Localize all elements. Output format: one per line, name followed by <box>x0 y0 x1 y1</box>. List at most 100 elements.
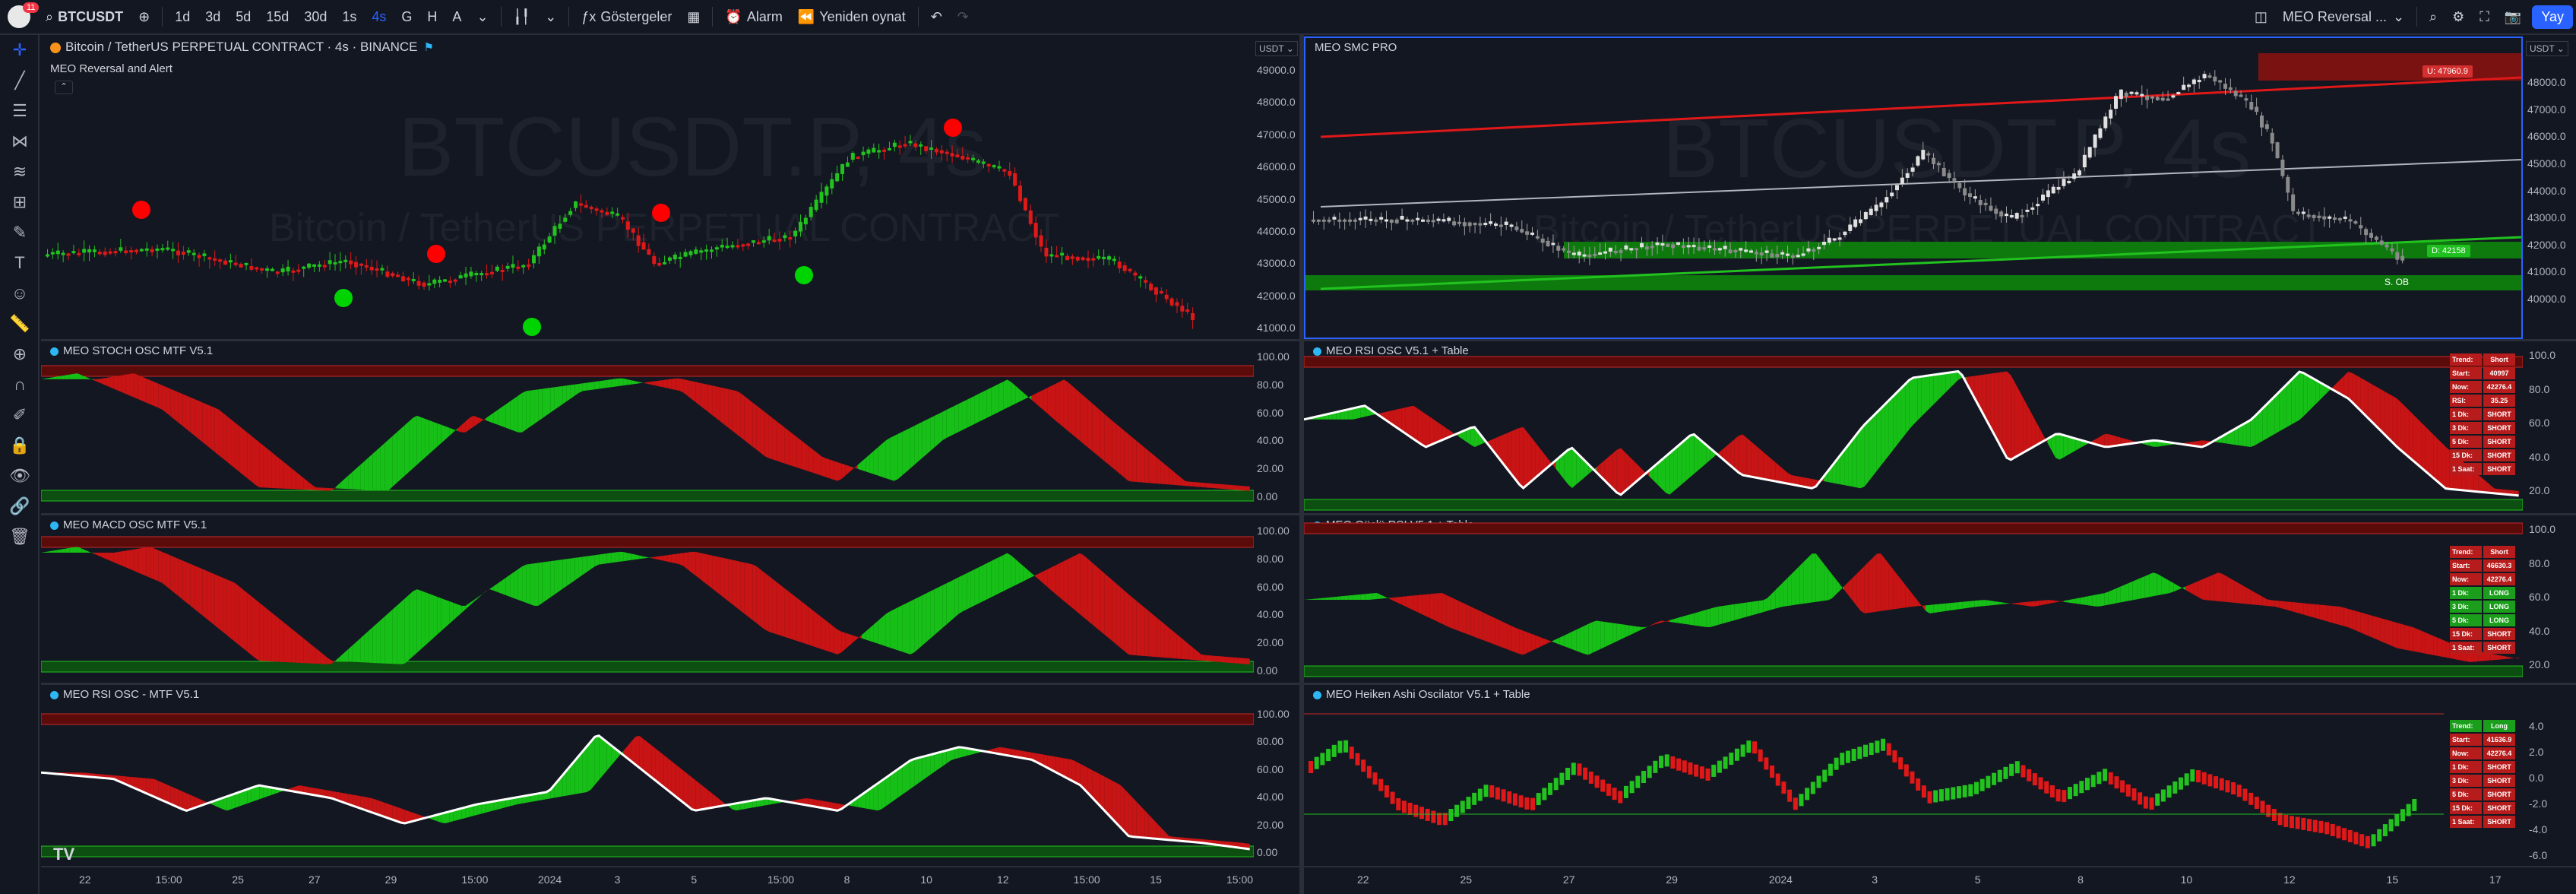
link-icon[interactable]: 🔗 <box>9 496 30 515</box>
interval-H[interactable]: H <box>427 8 438 24</box>
pen-icon[interactable]: ✎ <box>12 223 27 242</box>
right-price-axis[interactable]: USDT ⌄ 48000.0 47000.0 46000.0 45000.0 44000… <box>2523 36 2576 339</box>
zoom-icon[interactable]: ⊕ <box>12 344 27 363</box>
projection-icon[interactable]: ⊞ <box>12 192 27 211</box>
osc-fill <box>1348 408 1353 420</box>
ha-candle <box>1816 775 1821 788</box>
candle <box>400 276 405 282</box>
osc-fill <box>380 617 385 664</box>
interval-G[interactable]: G <box>401 8 413 24</box>
tradingview-logo[interactable]: TV <box>53 845 75 864</box>
heiken-ashi-axis[interactable]: 4.0 2.0 0.0 -2.0 -4.0 -6.0 <box>2523 685 2576 866</box>
stoch-osc-pane[interactable]: MEO STOCH OSC MTF V5.1 <box>41 341 1254 513</box>
osc-fill <box>679 378 684 393</box>
table-row: 1 Dk: LONG <box>2450 587 2515 599</box>
candle <box>1593 253 1597 256</box>
strong-rsi-axis[interactable]: 100.0 80.0 60.0 40.0 20.0 <box>2523 515 2576 683</box>
osc-fill <box>1739 603 1743 620</box>
osc-fill <box>594 381 600 390</box>
compare-button[interactable]: ⊕ <box>131 0 157 34</box>
interval-3d[interactable]: 3d <box>205 8 221 24</box>
rsi-table-axis[interactable]: 100.0 80.0 60.0 40.0 20.0 <box>2523 341 2576 513</box>
osc-fill <box>223 413 227 462</box>
symbol-search[interactable]: ⌕ BTCUSDT <box>38 0 131 34</box>
osc-fill <box>1172 471 1177 486</box>
left-time-axis[interactable]: 22 15:00 25 27 29 15:00 2024 3 5 15:00 8 10 12 15:00 1… <box>41 866 1299 894</box>
interval-30d[interactable]: 30d <box>304 8 328 24</box>
ruler-icon[interactable]: 📏 <box>9 314 30 333</box>
osc-fill <box>2307 375 2312 413</box>
chart-type-button[interactable]: ╽╿ <box>506 0 538 34</box>
osc-fill <box>445 426 450 440</box>
interval-1s[interactable]: 1s <box>342 8 357 24</box>
macd-axis[interactable]: 100.00 80.00 60.00 40.00 20.00 0.00 <box>1254 515 1299 683</box>
osc-fill <box>2084 596 2088 606</box>
crosshair-icon[interactable]: ✛ <box>12 40 27 59</box>
rsi-osc-pane[interactable]: MEO RSI OSC - MTF V5.1 TV <box>41 685 1254 866</box>
lock-icon[interactable]: 🔒 <box>9 436 30 455</box>
osc-fill <box>324 655 328 664</box>
interval-15d[interactable]: 15d <box>266 8 290 24</box>
fullscreen-button[interactable]: ⛶ <box>2472 0 2497 34</box>
left-main-pane[interactable]: Bitcoin / TetherUS PERPETUAL CONTRACT · … <box>41 36 1254 339</box>
redo-button[interactable]: ↷ <box>950 0 976 34</box>
interval-dropdown[interactable]: ⌄ <box>469 0 495 34</box>
macd-osc-pane[interactable]: MEO MACD OSC MTF V5.1 <box>41 515 1254 683</box>
interval-1d[interactable]: 1d <box>175 8 191 24</box>
brush-icon[interactable]: ≋ <box>12 162 27 181</box>
templates-button[interactable]: ▦ <box>679 0 707 34</box>
eye-icon[interactable]: 👁 <box>9 466 30 485</box>
replay-button[interactable]: ⏪ Yeniden oynat <box>790 0 913 34</box>
heiken-ashi-pane[interactable]: MEO Heiken Ashi Oscilator V5.1 + Table T… <box>1304 685 2523 866</box>
chart-divider[interactable] <box>1299 35 1304 894</box>
right-main-pane[interactable]: MEO SMC PRO BTCUSDT.P, 4s Bitcoin / Teth… <box>1304 36 2523 339</box>
price-tick: 46000.0 <box>1257 160 1296 173</box>
interval-A[interactable]: A <box>452 8 462 24</box>
stoch-axis[interactable]: 100.00 80.00 60.00 40.00 20.00 0.00 <box>1254 341 1299 513</box>
avatar[interactable]: 11 <box>0 0 40 34</box>
osc-fill <box>1540 636 1544 648</box>
currency-selector[interactable]: USDT ⌄ <box>2526 41 2568 56</box>
draw-mode-icon[interactable]: ✐ <box>12 405 27 424</box>
emoji-icon[interactable]: ☺ <box>11 284 29 303</box>
right-time-axis[interactable]: 22 25 27 29 2024 3 5 8 10 12 15 17 <box>1304 866 2576 894</box>
trend-line-icon[interactable]: ╱ <box>14 71 25 90</box>
chart-type-dropdown[interactable]: ⌄ <box>537 0 564 34</box>
currency-selector[interactable]: USDT ⌄ <box>1255 41 1298 56</box>
undo-button[interactable]: ↶ <box>923 0 950 34</box>
alarm-button[interactable]: ⏰ Alarm <box>717 0 790 34</box>
pattern-icon[interactable]: ⋈ <box>11 132 28 151</box>
rsi-axis[interactable]: 100.00 80.00 60.00 40.00 20.00 0.00 <box>1254 685 1299 866</box>
ha-candle <box>1571 762 1576 775</box>
interval-5d[interactable]: 5d <box>236 8 252 24</box>
settings-button[interactable]: ⚙ <box>2445 0 2472 34</box>
magnet-icon[interactable]: ∩ <box>14 375 26 394</box>
osc-fill <box>1677 442 1682 488</box>
layout-split-button[interactable]: ◫ <box>2247 0 2275 34</box>
osc-fill <box>2343 607 2349 628</box>
osc-fill <box>2336 379 2340 394</box>
osc-fill <box>995 556 999 596</box>
layout-name-button[interactable]: MEO Reversal ... ⌄ <box>2275 0 2412 34</box>
snapshot-button[interactable]: 📷 <box>2497 0 2529 34</box>
interval-4s[interactable]: 4s <box>372 8 387 24</box>
text-icon[interactable]: T <box>14 253 25 272</box>
fib-icon[interactable]: ☰ <box>12 101 27 120</box>
indicators-button[interactable]: ƒx Göstergeler <box>574 0 679 34</box>
table-row: 1 Saat: SHORT <box>2450 463 2515 475</box>
collapse-button[interactable]: ⌃ <box>55 81 73 94</box>
publish-button[interactable]: Yay <box>2529 0 2576 34</box>
quick-search-button[interactable]: ⌕ <box>2422 0 2445 34</box>
trash-icon[interactable]: 🗑 <box>9 527 30 546</box>
osc-fill <box>1998 372 2003 451</box>
strong-rsi-pane[interactable]: MEO Güçlü RSI V5.1 + Table Trend:ShortSt… <box>1304 515 2523 683</box>
left-price-axis[interactable]: USDT ⌄ 49000.0 48000.0 47000.0 46000.0 45000… <box>1254 36 1299 339</box>
rsi-table-pane[interactable]: MEO RSI OSC V5.1 + Table Trend: Short Star… <box>1304 341 2523 513</box>
candle <box>877 150 881 153</box>
osc-fill <box>659 751 664 788</box>
osc-fill <box>825 801 830 810</box>
table-row: Start: 46630.3 <box>2450 560 2515 572</box>
ha-candle <box>1956 786 1961 799</box>
osc-fill <box>210 572 215 626</box>
osc-fill <box>493 583 498 593</box>
